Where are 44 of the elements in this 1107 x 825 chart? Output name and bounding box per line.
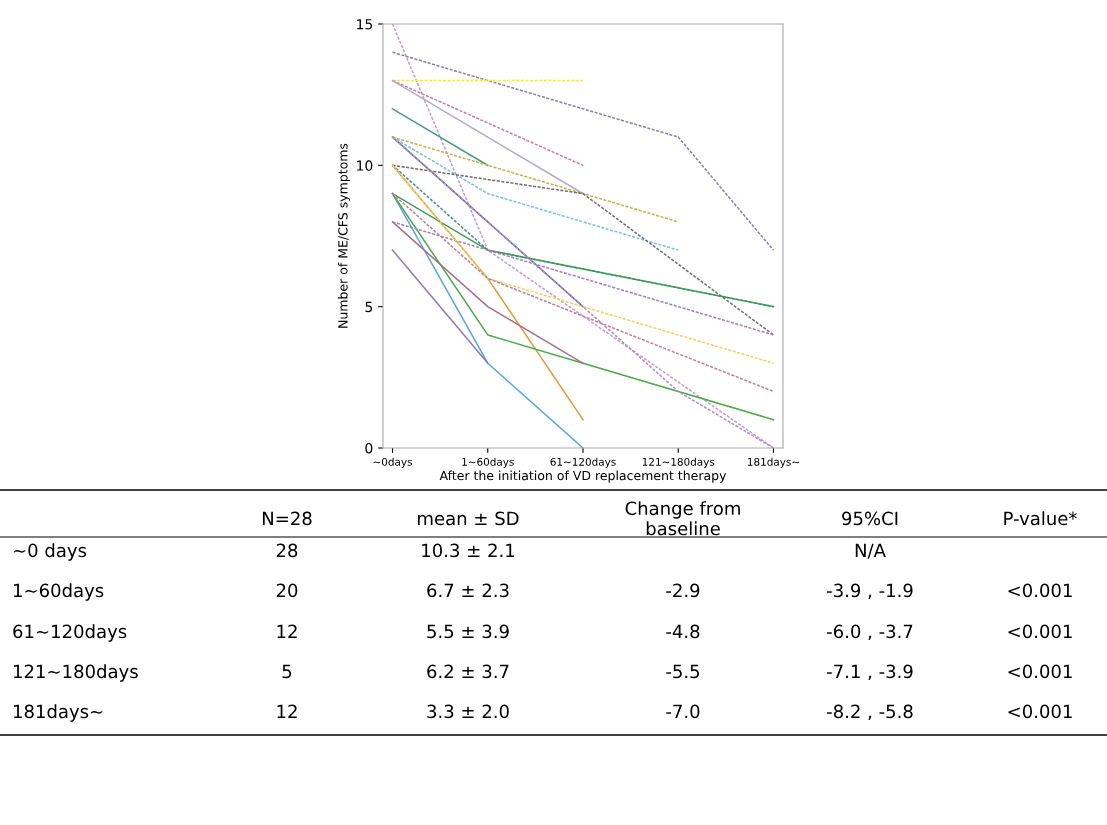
text: 12 [277, 624, 297, 638]
text: -7.1 , -3.9 [827, 664, 913, 681]
y-axis-title: Number of ME/CFS symptoms [337, 143, 351, 328]
text: 5 [282, 664, 292, 679]
text: <0.001 [1008, 624, 1072, 639]
text: -2.9 [666, 583, 700, 598]
text: 121∼180days [13, 664, 138, 682]
y-tick-label: 5 [365, 301, 373, 313]
text: -4.8 [666, 624, 700, 639]
x-tick-label: 61∼120days [550, 457, 616, 468]
text: -8.2 , -5.8 [827, 704, 913, 721]
text: ~0 days [13, 543, 87, 561]
text: 10.3 ± 2.1 [422, 543, 515, 558]
text: P-value* [1004, 511, 1077, 526]
text: 20 [276, 583, 298, 598]
text: 61∼120days [13, 624, 127, 642]
text: -7.0 [666, 704, 700, 719]
text: 6.7 ± 2.3 [427, 583, 509, 598]
text: <0.001 [1008, 704, 1072, 719]
x-tick-label: 181days∼ [748, 457, 799, 468]
y-tick-label: 15 [357, 19, 373, 30]
text: 95%CI [842, 511, 898, 526]
y-tick-label: 0 [365, 442, 373, 454]
text: 6.2 ± 3.7 [427, 664, 509, 679]
text: 28 [276, 543, 298, 558]
text: 5.5 ± 3.9 [427, 624, 509, 639]
x-tick-label: ~0days [373, 457, 412, 468]
text: <0.001 [1008, 583, 1072, 598]
text: Change from baseline [625, 501, 740, 536]
text: -5.5 [666, 664, 700, 679]
text: mean ± SD [418, 511, 519, 526]
text: 1∼60days [13, 583, 104, 601]
text: <0.001 [1008, 664, 1072, 679]
x-tick-label: 121∼180days [642, 457, 715, 468]
text: N=28 [262, 511, 312, 526]
x-tick-label: 1∼60days [462, 457, 514, 468]
text: -3.9 , -1.9 [827, 583, 913, 600]
y-tick-label: 10 [357, 160, 373, 171]
text: 3.3 ± 2.0 [427, 704, 509, 719]
text: 181days∼ [13, 704, 103, 722]
text: N/A [855, 543, 886, 559]
text: 12 [277, 704, 297, 718]
text: -6.0 , -3.7 [827, 624, 913, 641]
x-axis-title: After the initiation of VD replacement therapy [439, 470, 727, 483]
